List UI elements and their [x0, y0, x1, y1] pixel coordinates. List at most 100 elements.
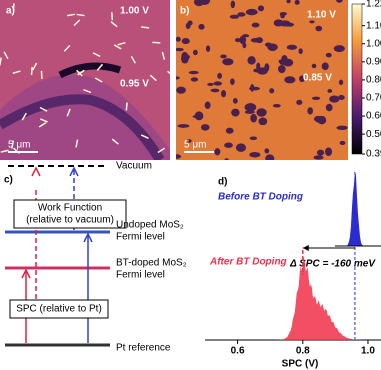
- domain: [198, 23, 205, 30]
- domain: [338, 79, 344, 85]
- domain: [190, 77, 199, 82]
- colorbar: [351, 3, 363, 155]
- flake: [92, 52, 101, 58]
- flake: [94, 77, 103, 83]
- domain: [269, 88, 275, 94]
- flake: [111, 138, 119, 145]
- colorbar-label: 0.90: [366, 56, 381, 67]
- domain: [194, 111, 204, 121]
- domain: [231, 108, 240, 117]
- flake: [167, 70, 170, 75]
- colorbar-label: 1.10: [366, 20, 381, 31]
- domain: [177, 124, 190, 128]
- flake: [66, 108, 71, 117]
- arrow-head: [302, 245, 309, 251]
- value-label: 0.85 V: [303, 73, 332, 84]
- flake: [75, 139, 79, 148]
- domain: [281, 54, 288, 64]
- work-function-box: [13, 199, 127, 229]
- box-text: SPC (relative to Pt): [16, 304, 102, 315]
- flake: [83, 89, 92, 94]
- domain: [256, 108, 267, 117]
- afm-image-a: [0, 0, 170, 160]
- colorbar-label: 0.50: [366, 129, 381, 140]
- domain: [235, 143, 246, 152]
- domain: [224, 158, 229, 160]
- domain: [250, 113, 257, 123]
- domain: [220, 54, 227, 59]
- domain: [307, 107, 313, 115]
- level-label: Undoped MoS₂: [116, 220, 184, 231]
- flake: [0, 57, 2, 66]
- box-text: (relative to vacuum): [26, 215, 114, 226]
- domain: [232, 98, 238, 104]
- flake: [111, 12, 114, 21]
- domain: [244, 103, 257, 112]
- flake: [110, 21, 118, 28]
- domain: [311, 96, 321, 100]
- flake: [73, 19, 81, 27]
- domain: [176, 86, 186, 94]
- flake: [32, 62, 38, 71]
- domain: [176, 47, 184, 52]
- domain: [245, 8, 258, 16]
- domain: [280, 13, 285, 19]
- flake: [113, 44, 122, 50]
- flake: [96, 63, 104, 71]
- flake: [77, 69, 85, 76]
- level-label: Fermi level: [116, 232, 165, 243]
- flake: [38, 122, 47, 128]
- domain: [181, 37, 190, 45]
- annotation: Δ SPC = -160 meV: [289, 259, 376, 270]
- flake: [76, 69, 83, 77]
- domain: [207, 82, 214, 86]
- domain: [296, 99, 303, 105]
- x-tick-label: 1.0: [361, 346, 375, 357]
- colorbar-label: 0.39: [366, 149, 381, 160]
- colorbar-label: 0.70: [366, 93, 381, 104]
- flake: [11, 140, 15, 149]
- domain: [186, 139, 192, 143]
- domain: [321, 62, 329, 71]
- domain: [222, 58, 234, 66]
- domain: [325, 52, 332, 58]
- flake: [130, 55, 137, 64]
- domain: [325, 147, 333, 157]
- flake: [76, 13, 85, 17]
- domain: [237, 12, 246, 17]
- domain: [234, 38, 241, 43]
- domain: [286, 44, 298, 50]
- value-label: 0.95 V: [120, 79, 149, 90]
- domain: [225, 127, 234, 134]
- panel-label: a): [6, 6, 15, 17]
- level-label: BT-doped MoS₂: [116, 258, 187, 269]
- domain: [230, 0, 236, 9]
- flake: [152, 41, 161, 44]
- x-tick-label: 0.8: [296, 346, 310, 357]
- domain: [176, 36, 181, 42]
- flake: [149, 74, 157, 82]
- domain: [329, 95, 340, 103]
- value-label: 1.00 V: [120, 6, 149, 17]
- flake: [66, 13, 76, 17]
- value-label: 1.10 V: [307, 10, 336, 21]
- domain: [258, 117, 268, 126]
- flake: [21, 112, 27, 121]
- domain: [336, 125, 348, 130]
- spc-box: [9, 299, 109, 319]
- domain: [244, 110, 255, 114]
- flake: [39, 118, 48, 123]
- domain: [204, 101, 211, 109]
- domain: [214, 148, 221, 156]
- domain: [217, 72, 222, 79]
- domain: [230, 78, 235, 85]
- flake: [117, 41, 126, 46]
- domain: [338, 94, 345, 100]
- domain: [277, 64, 286, 74]
- domain: [267, 43, 278, 52]
- domain: [339, 140, 346, 145]
- domain: [336, 0, 343, 3]
- panel-label: d): [218, 177, 227, 188]
- domain: [188, 70, 199, 75]
